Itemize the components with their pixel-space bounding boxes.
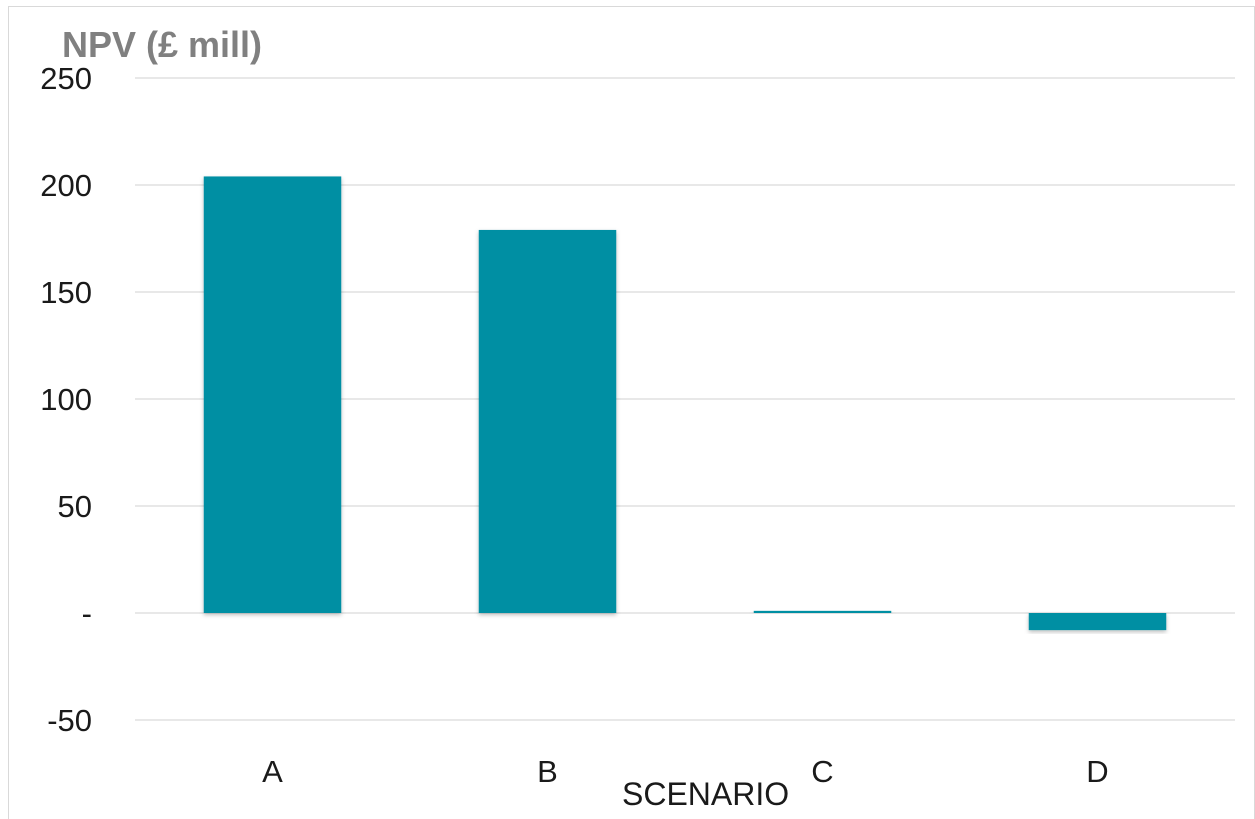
x-tick-label: B bbox=[537, 754, 558, 789]
bar-a bbox=[203, 176, 342, 613]
bar-d bbox=[1028, 613, 1167, 631]
x-tick-label: A bbox=[262, 754, 283, 789]
y-tick-label: 50 bbox=[58, 489, 92, 524]
y-tick-label: 250 bbox=[40, 61, 92, 96]
y-tick-label: -50 bbox=[47, 703, 92, 738]
x-tick-label: D bbox=[1086, 754, 1108, 789]
bars bbox=[203, 176, 1167, 631]
bar-b bbox=[478, 229, 617, 613]
y-axis-label: NPV (£ mill) bbox=[62, 24, 263, 65]
x-axis-ticks: A B C D bbox=[262, 754, 1109, 789]
x-axis-label: SCENARIO bbox=[622, 776, 790, 812]
y-tick-label: - bbox=[82, 596, 92, 631]
y-tick-label: 100 bbox=[40, 382, 92, 417]
x-tick-label: C bbox=[811, 754, 833, 789]
y-tick-label: 200 bbox=[40, 168, 92, 203]
y-axis-ticks: 250 200 150 100 50 - -50 bbox=[40, 61, 92, 738]
y-tick-label: 150 bbox=[40, 275, 92, 310]
bar-c bbox=[753, 610, 892, 613]
